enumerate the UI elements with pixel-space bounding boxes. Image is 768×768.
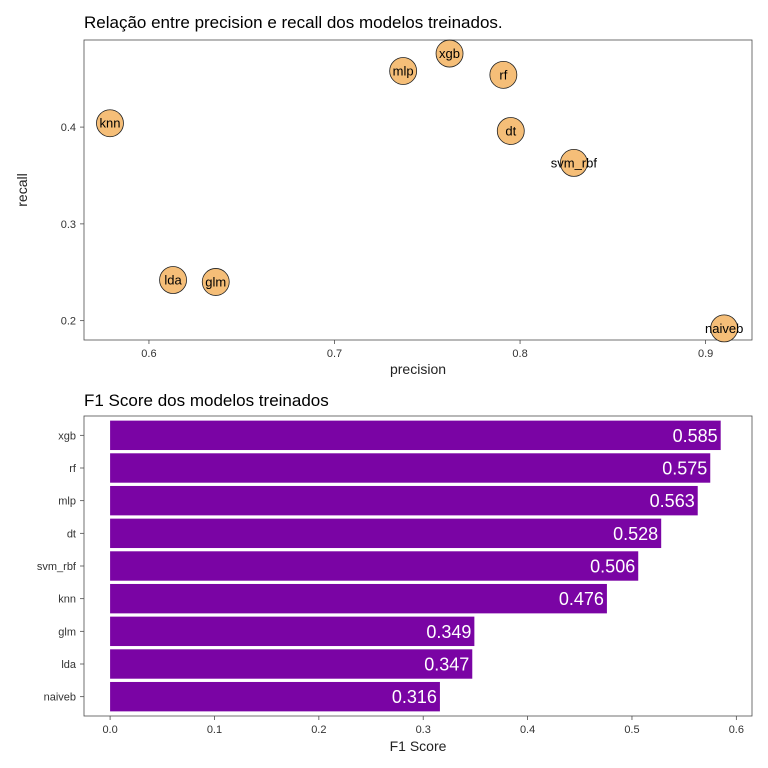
bar-value-label: 0.476 bbox=[559, 589, 604, 609]
scatter-point-rf: rf bbox=[489, 60, 518, 89]
bar-lda: 0.347 bbox=[110, 649, 473, 679]
scatter-title: Relação entre precision e recall dos mod… bbox=[84, 13, 503, 32]
scatter-axes: 0.6 0.7 0.8 0.9 0.2 0.3 0.4 bbox=[61, 122, 714, 360]
y-tick-label: 0.3 bbox=[61, 219, 76, 231]
bar-svm_rbf: 0.506 bbox=[110, 551, 639, 581]
x-tick-label: 0.1 bbox=[207, 724, 222, 736]
y-tick-label: mlp bbox=[58, 496, 76, 508]
scatter-point-label: lda bbox=[164, 273, 182, 288]
scatter-point-label: mlp bbox=[393, 63, 414, 78]
x-tick-label: 0.4 bbox=[520, 724, 535, 736]
y-tick-label: svm_rbf bbox=[37, 561, 77, 573]
scatter-point-dt: dt bbox=[496, 117, 525, 145]
x-tick-label: 0.2 bbox=[311, 724, 326, 736]
y-tick-label: 0.4 bbox=[61, 122, 76, 134]
x-tick-label: 0.0 bbox=[102, 724, 117, 736]
y-tick-label: glm bbox=[58, 626, 76, 638]
scatter-point-label: knn bbox=[99, 116, 120, 131]
scatter-point-label: naiveb bbox=[705, 321, 743, 336]
scatter-point-marker bbox=[489, 60, 518, 89]
x-tick-label: 0.5 bbox=[624, 724, 639, 736]
scatter-y-axis-title: recall bbox=[14, 173, 30, 206]
bar-axes: 0.0 0.1 0.2 0.3 0.4 0.5 0.6 xgb rf mlp dt svm_rbfkn… bbox=[37, 430, 744, 736]
scatter-point-marker bbox=[389, 57, 418, 85]
bar-value-label: 0.316 bbox=[392, 687, 437, 707]
bar-value-label: 0.585 bbox=[673, 426, 718, 446]
bar-glm: 0.349 bbox=[110, 616, 475, 647]
bar-dt: 0.528 bbox=[110, 518, 662, 549]
bar-rect bbox=[110, 420, 721, 451]
scatter-point-marker bbox=[159, 266, 187, 294]
scatter-point-marker bbox=[435, 39, 464, 68]
scatter-point-xgb: xgb bbox=[435, 39, 464, 68]
bar-value-label: 0.349 bbox=[426, 622, 471, 642]
scatter-point-label: dt bbox=[505, 123, 516, 138]
x-tick-label: 0.6 bbox=[141, 348, 156, 360]
bar-value-label: 0.506 bbox=[590, 557, 635, 577]
scatter-x-axis-title: precision bbox=[390, 361, 446, 377]
y-tick-label: knn bbox=[58, 594, 76, 606]
y-tick-label: xgb bbox=[58, 430, 76, 442]
scatter-point-marker bbox=[201, 268, 230, 296]
scatter-point-glm: glm bbox=[201, 268, 230, 296]
bar-naiveb: 0.316 bbox=[110, 681, 440, 712]
scatter-point-lda: lda bbox=[159, 266, 187, 294]
scatter-panel bbox=[83, 39, 753, 341]
bar-knn: 0.476 bbox=[110, 583, 607, 614]
bar-rect bbox=[110, 649, 473, 679]
x-tick-label: 0.9 bbox=[698, 348, 713, 360]
bar-value-label: 0.575 bbox=[662, 459, 707, 479]
bar-chart: F1 Score dos modelos treinados 0.0 0.1 0.2… bbox=[37, 391, 753, 754]
bar-value-label: 0.347 bbox=[424, 655, 469, 675]
scatter-point-naiveb: naiveb bbox=[705, 314, 743, 343]
y-tick-label: lda bbox=[61, 659, 77, 671]
scatter-point-label: xgb bbox=[439, 46, 460, 61]
bar-xgb: 0.585 bbox=[110, 420, 721, 451]
bar-rect bbox=[110, 551, 639, 581]
x-tick-label: 0.7 bbox=[327, 348, 342, 360]
scatter-point-mlp: mlp bbox=[389, 57, 418, 85]
x-tick-label: 0.6 bbox=[729, 724, 744, 736]
bar-rect bbox=[110, 681, 440, 712]
y-tick-label: rf bbox=[69, 463, 77, 475]
bar-rect bbox=[110, 518, 662, 549]
bar-rf: 0.575 bbox=[110, 453, 711, 483]
scatter-point-svm_rbf: svm_rbf bbox=[551, 149, 598, 177]
scatter-point-label: glm bbox=[205, 274, 226, 289]
bar-value-label: 0.563 bbox=[650, 491, 695, 511]
scatter-point-marker bbox=[559, 149, 588, 177]
scatter-point-marker bbox=[496, 117, 525, 145]
bar-rect bbox=[110, 485, 698, 516]
bar-bars: 0.585 0.575 0.563 0.528 0.506 0.476 0.349 0.347… bbox=[110, 420, 721, 712]
scatter-point-label: rf bbox=[499, 67, 507, 82]
y-tick-label: naiveb bbox=[44, 692, 76, 704]
bar-title: F1 Score dos modelos treinados bbox=[84, 391, 329, 410]
bar-mlp: 0.563 bbox=[110, 485, 698, 516]
scatter-point-marker bbox=[96, 109, 124, 138]
scatter-point-knn: knn bbox=[96, 109, 124, 138]
scatter-point-marker bbox=[710, 314, 739, 343]
y-tick-label: dt bbox=[67, 528, 76, 540]
scatter-point-label: svm_rbf bbox=[551, 155, 598, 170]
scatter-chart: Relação entre precision e recall dos mod… bbox=[14, 13, 753, 377]
x-tick-label: 0.8 bbox=[512, 348, 527, 360]
bar-x-axis-title: F1 Score bbox=[390, 738, 447, 754]
bar-rect bbox=[110, 616, 475, 647]
x-tick-label: 0.3 bbox=[416, 724, 431, 736]
bar-rect bbox=[110, 583, 607, 614]
y-tick-label: 0.2 bbox=[61, 316, 76, 328]
bar-value-label: 0.528 bbox=[613, 524, 658, 544]
bar-rect bbox=[110, 453, 711, 483]
